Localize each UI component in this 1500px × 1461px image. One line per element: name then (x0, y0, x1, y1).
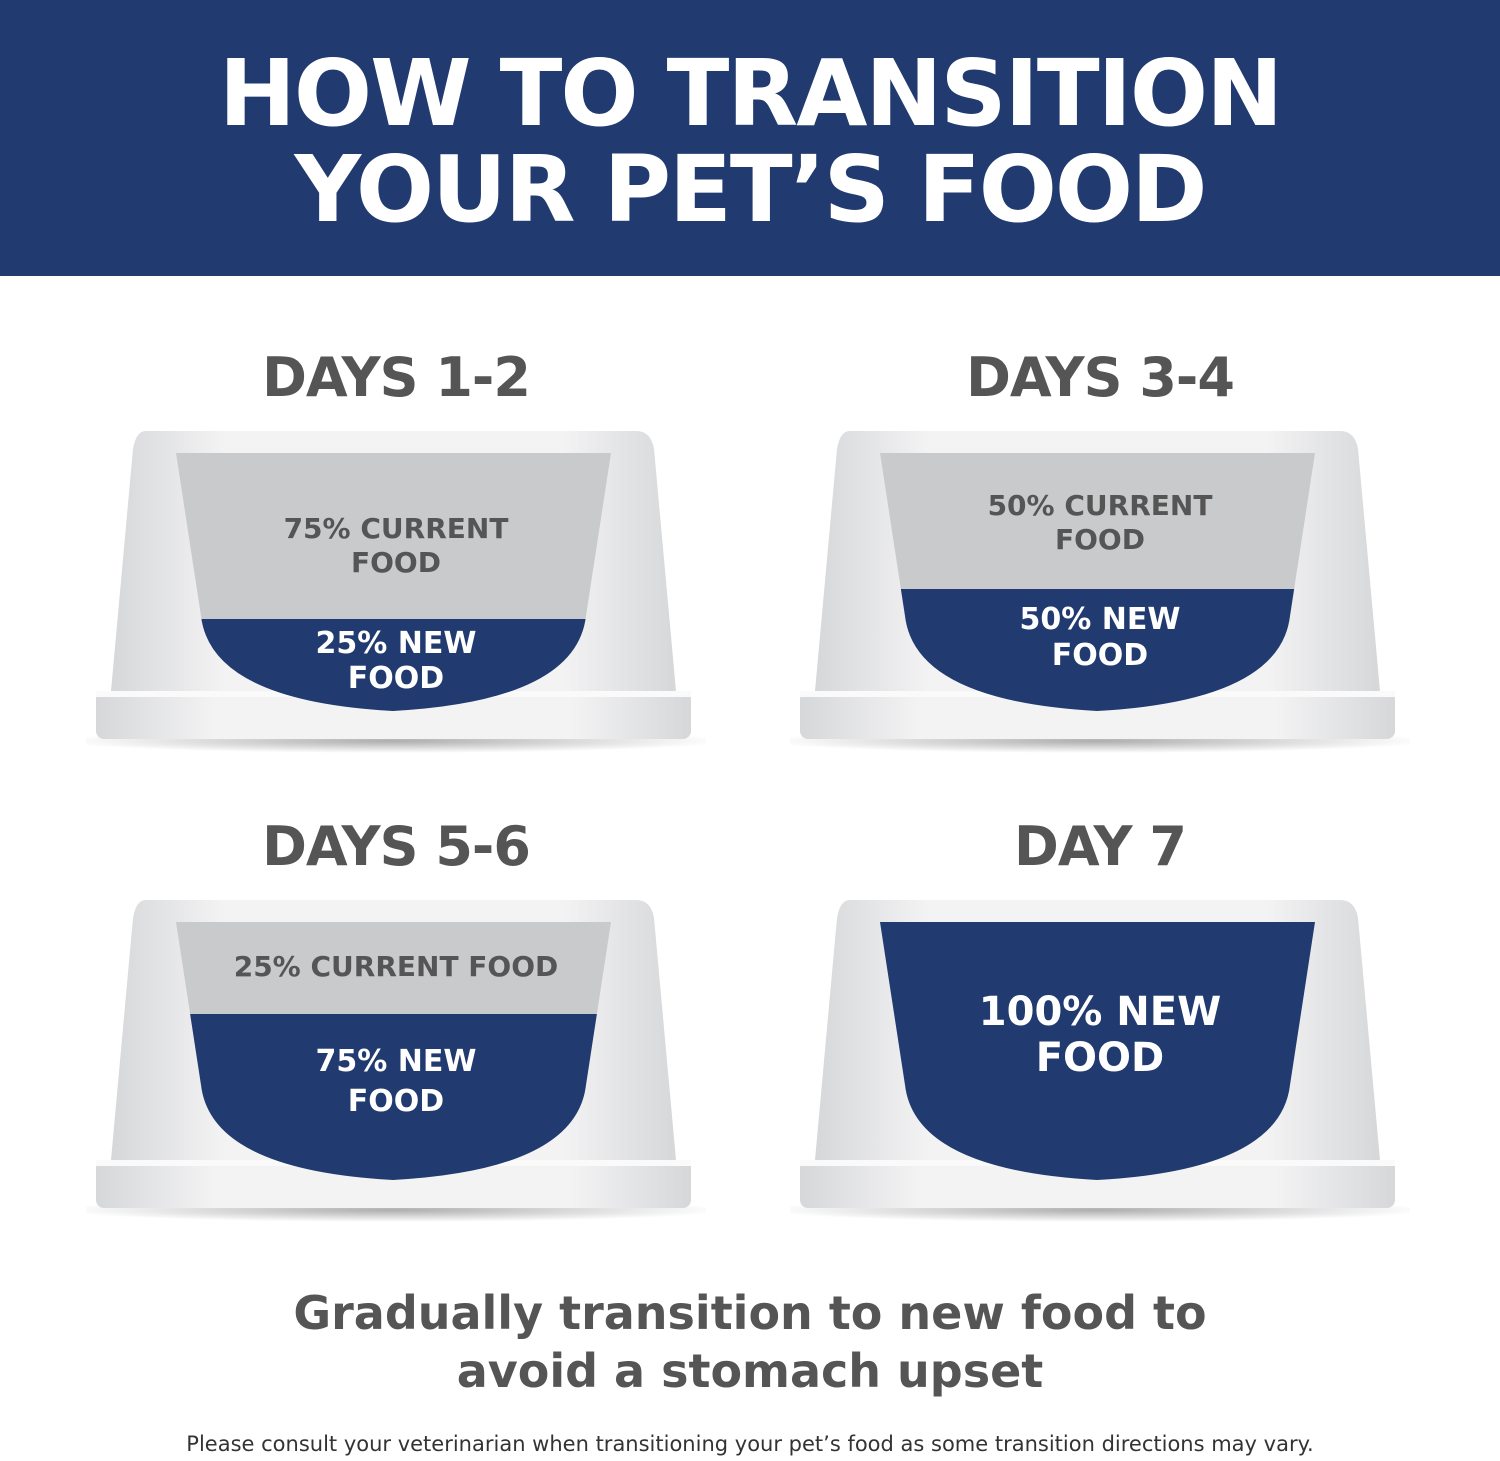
current-food-fill (880, 453, 1315, 589)
stage-heading: DAYS 5-6 (262, 815, 531, 878)
new-food-label-2: FOOD (347, 1084, 445, 1119)
stage-days-1-2: DAYS 1-2 75% CURRENT FOOD 25% NEW FOOD (46, 346, 746, 806)
current-food-label-2: FOOD (1055, 523, 1145, 556)
food-bowl (767, 424, 1427, 768)
stage-heading: DAYS 3-4 (966, 346, 1235, 409)
new-food-fill (880, 922, 1315, 1180)
bowl-base (96, 1160, 691, 1208)
current-food-fill (176, 453, 611, 619)
current-food-fill (176, 922, 611, 1014)
current-food-label-1: 75% CURRENT (283, 512, 509, 545)
current-food-label-1: 50% CURRENT (987, 489, 1213, 522)
new-food-label-2: FOOD (1035, 1035, 1165, 1081)
stage-heading: DAYS 1-2 (262, 346, 531, 409)
stage-heading: DAY 7 (1014, 815, 1187, 878)
tagline-line-1: Gradually transition to new food to (293, 1286, 1207, 1340)
new-food-label-1: 100% NEW (978, 989, 1222, 1035)
new-food-label-1: 50% NEW (1019, 602, 1181, 637)
tagline-line-2: avoid a stomach upset (456, 1344, 1044, 1398)
bowl-base (800, 1160, 1395, 1208)
food-bowl (63, 424, 723, 768)
title-line-2: YOUR PET’S FOOD (294, 136, 1207, 243)
current-food-label-2: FOOD (351, 546, 441, 579)
food-bowl (767, 893, 1427, 1237)
bowl-base (96, 691, 691, 739)
stage-day-7: DAY 7 100% NEW FOOD (750, 815, 1450, 1275)
new-food-label-2: FOOD (1051, 638, 1149, 673)
disclaimer: Please consult your veterinarian when tr… (186, 1432, 1314, 1456)
title-line-1: HOW TO TRANSITION (218, 40, 1283, 147)
stage-days-5-6: DAYS 5-6 25% CURRENT FOOD 75% NEW FOOD (46, 815, 746, 1275)
bowl-base (800, 691, 1395, 739)
current-food-label: 25% CURRENT FOOD (233, 950, 559, 983)
title-banner: HOW TO TRANSITION YOUR PET’S FOOD (0, 0, 1500, 276)
stage-days-3-4: DAYS 3-4 50% CURRENT FOOD 50% NEW FOOD (750, 346, 1450, 806)
new-food-label-2: FOOD (347, 661, 445, 696)
tagline: Gradually transition to new food to avoi… (0, 1284, 1500, 1400)
new-food-label-1: 75% NEW (315, 1044, 477, 1079)
new-food-label-1: 25% NEW (315, 626, 477, 661)
food-bowl (63, 893, 723, 1237)
